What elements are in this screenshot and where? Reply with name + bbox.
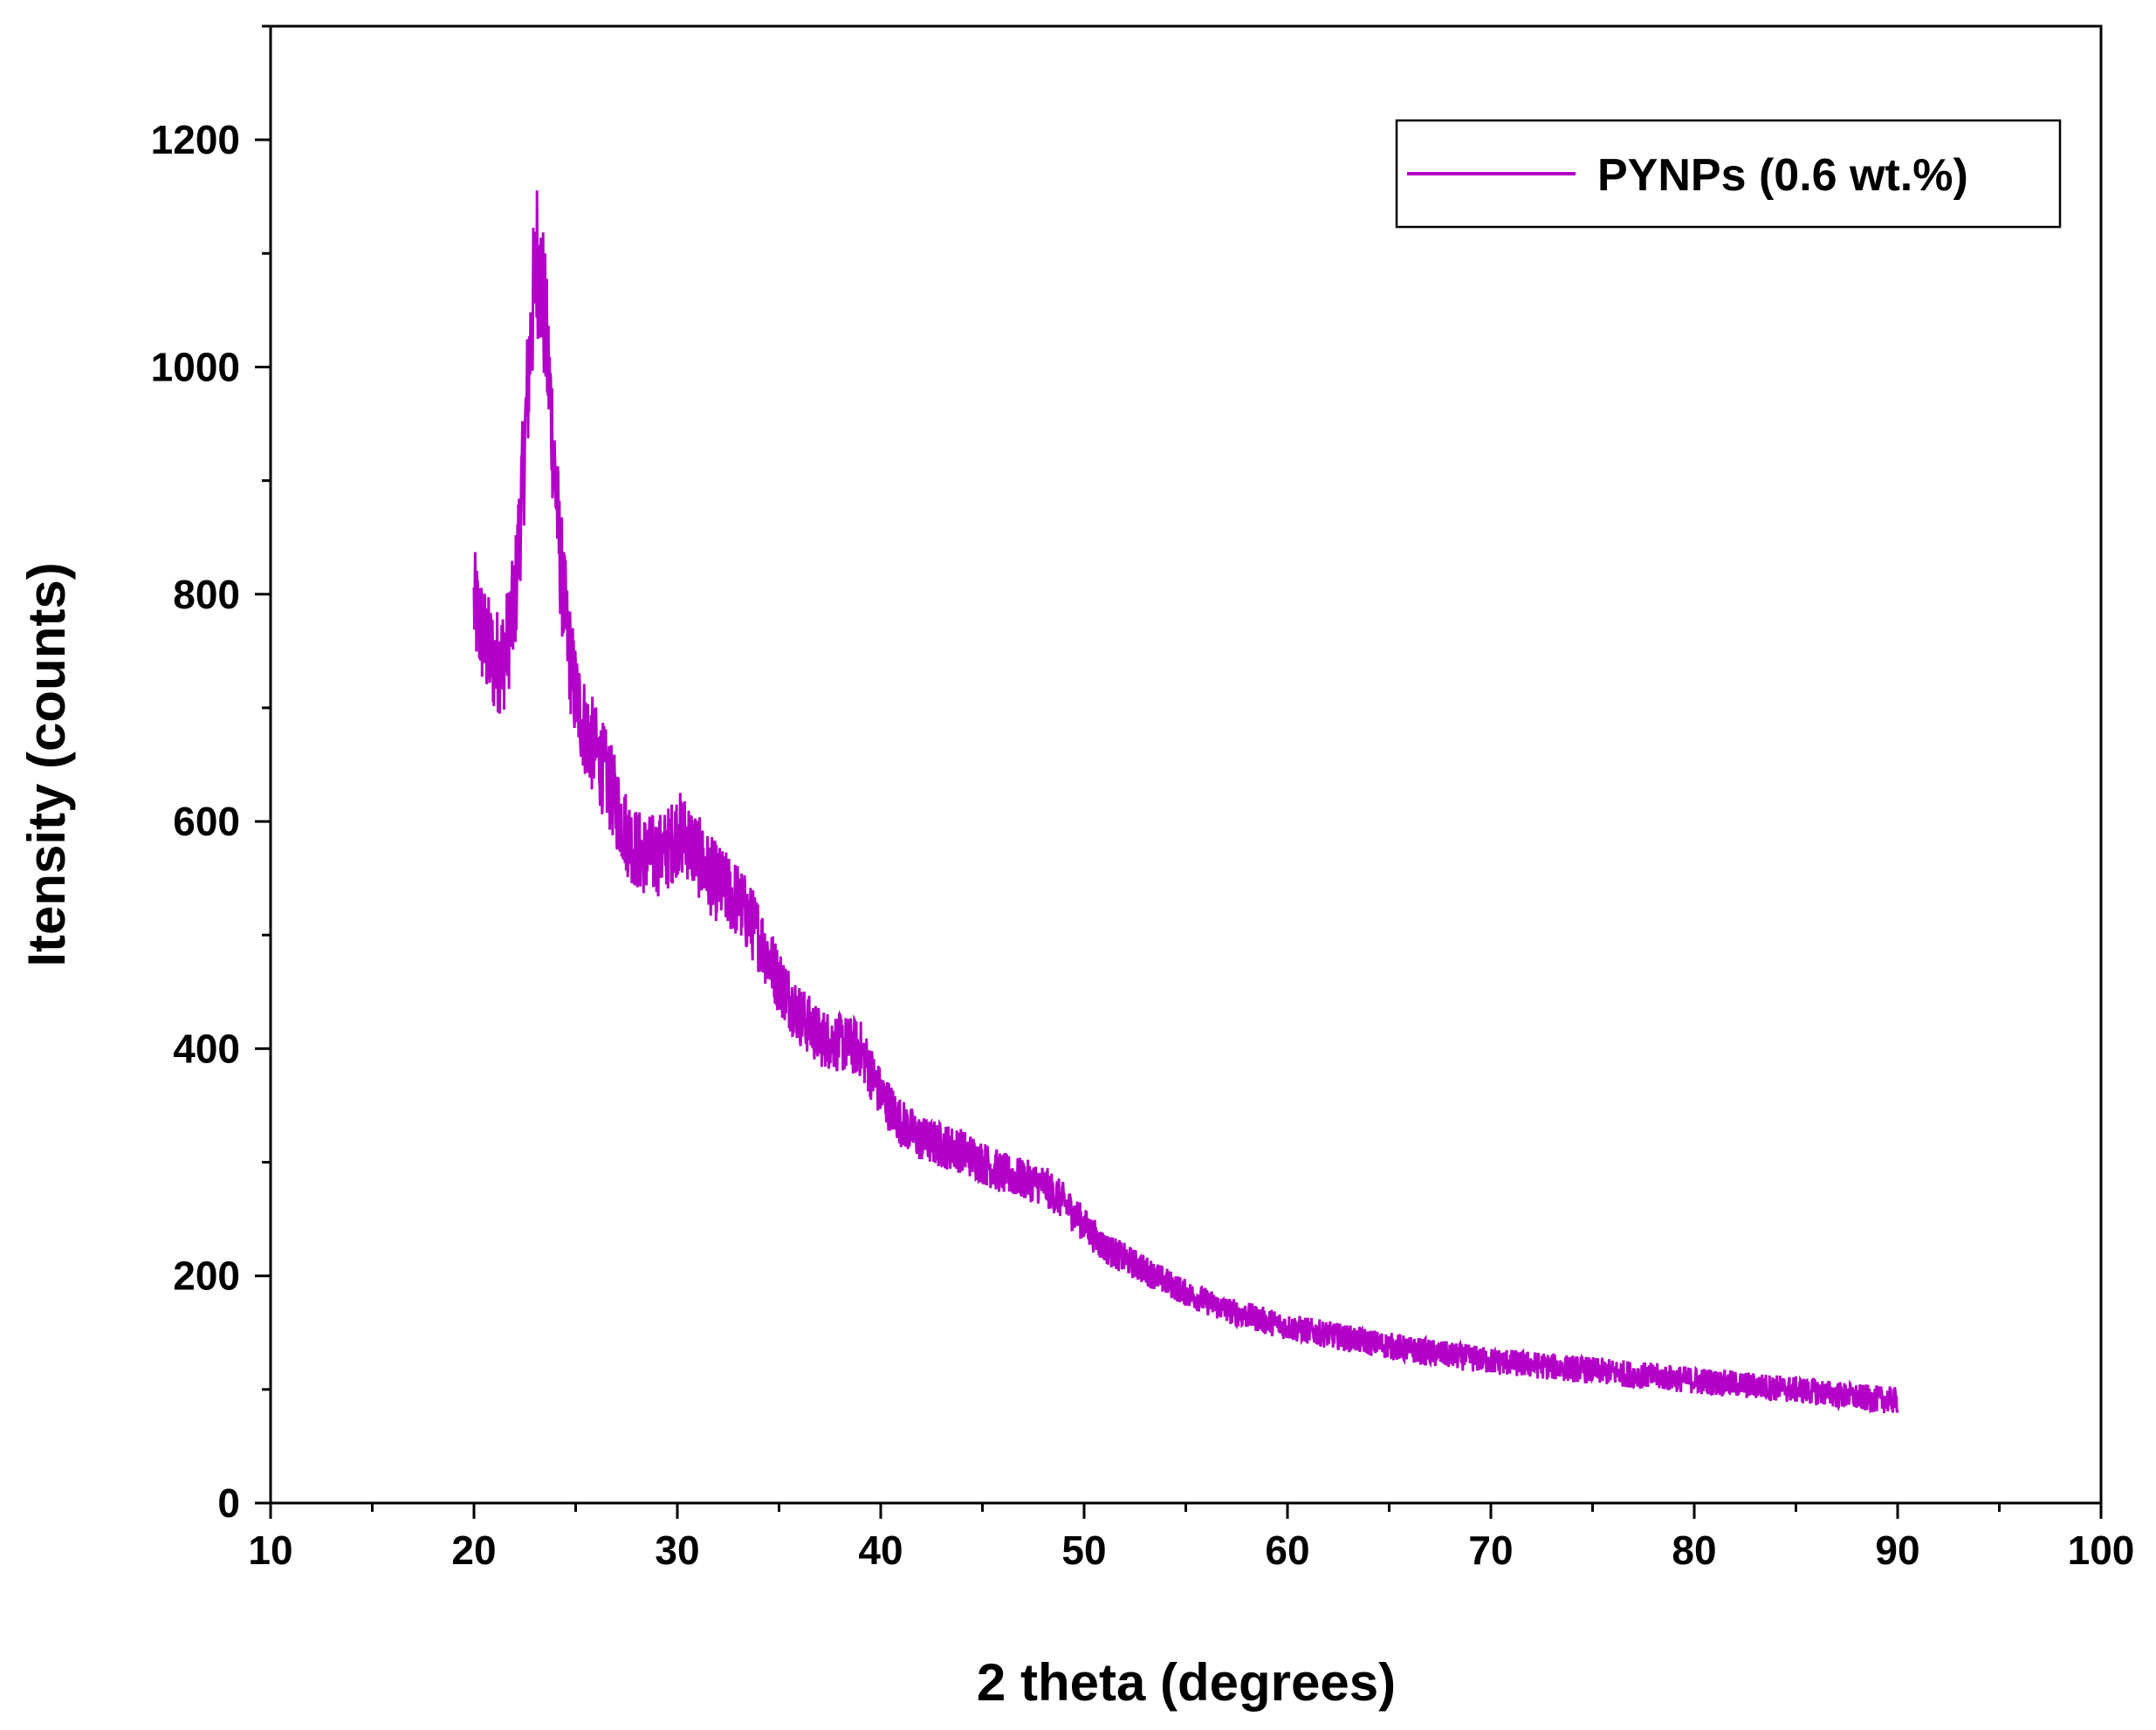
x-tick-label: 10 — [248, 1527, 292, 1573]
x-tick-label: 30 — [655, 1527, 699, 1573]
y-tick-label: 1000 — [151, 344, 240, 389]
x-tick-label: 60 — [1265, 1527, 1309, 1573]
x-tick-label: 50 — [1061, 1527, 1106, 1573]
x-tick-label: 70 — [1468, 1527, 1513, 1573]
x-tick-label: 80 — [1672, 1527, 1716, 1573]
series-line-pynps — [472, 190, 1899, 1415]
x-tick-label: 90 — [1875, 1527, 1919, 1573]
x-tick-label: 20 — [451, 1527, 496, 1573]
y-tick-label: 0 — [217, 1480, 240, 1526]
y-tick-label: 1200 — [151, 117, 240, 162]
y-tick-label: 600 — [173, 799, 240, 844]
legend: PYNPs (0.6 wt.%) — [1395, 119, 2062, 229]
y-tick-label: 400 — [173, 1026, 240, 1071]
legend-label: PYNPs (0.6 wt.%) — [1597, 150, 1968, 201]
y-axis-title: Itensity (counts) — [17, 562, 76, 966]
x-tick-label: 100 — [2068, 1527, 2135, 1573]
x-axis: 10 20 30 40 50 60 70 80 90 100 — [248, 1503, 2134, 1573]
y-tick-label: 800 — [173, 572, 240, 617]
y-tick-label: 200 — [173, 1253, 240, 1299]
x-axis-title: 2 theta (degrees) — [977, 1653, 1396, 1712]
y-axis: 0 200 400 600 800 1000 1200 — [151, 24, 271, 1526]
x-tick-label: 40 — [858, 1527, 903, 1573]
